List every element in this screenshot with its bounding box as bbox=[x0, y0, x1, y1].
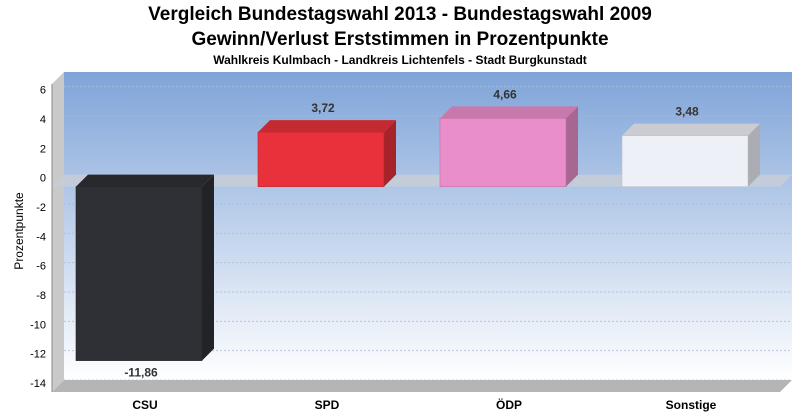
bar-side bbox=[748, 123, 760, 187]
y-tick-label: -2 bbox=[36, 202, 46, 214]
data-label: 3,72 bbox=[311, 101, 335, 115]
y-tick-label: 4 bbox=[40, 114, 46, 126]
y-tick-label: -6 bbox=[36, 261, 46, 273]
zero-line bbox=[52, 174, 792, 187]
bar-top bbox=[440, 106, 578, 119]
chart-title: Vergleich Bundestagswahl 2013 - Bundesta… bbox=[148, 4, 652, 25]
y-tick-label: -4 bbox=[36, 231, 46, 243]
bar-ödp bbox=[439, 106, 578, 187]
y-tick-label: 0 bbox=[40, 173, 46, 185]
plot-floor bbox=[52, 380, 792, 392]
bar-front bbox=[257, 131, 385, 187]
data-label: -11,86 bbox=[124, 366, 158, 380]
bar-side bbox=[566, 106, 578, 187]
x-axis-categories: CSU SPD ÖDP Sonstige bbox=[132, 397, 716, 412]
bars-group: -11,86 3,72 4,66 3,48 bbox=[75, 87, 760, 380]
bar-side bbox=[384, 120, 396, 187]
bar-front bbox=[75, 186, 203, 361]
bar-front bbox=[621, 135, 749, 187]
x-category-label: CSU bbox=[132, 398, 157, 412]
bar-spd bbox=[257, 120, 396, 187]
x-category-label: Sonstige bbox=[666, 398, 717, 412]
x-category-label: ÖDP bbox=[496, 397, 522, 412]
zero-plane bbox=[52, 174, 792, 187]
y-tick-label: -12 bbox=[30, 349, 46, 361]
x-category-label: SPD bbox=[315, 398, 340, 412]
data-label: 4,66 bbox=[493, 87, 517, 101]
y-tick-label: 2 bbox=[40, 143, 46, 155]
chart-region-subtitle: Wahlkreis Kulmbach - Landkreis Lichtenfe… bbox=[213, 53, 587, 67]
bar-csu bbox=[75, 174, 214, 361]
bar-top bbox=[622, 123, 760, 136]
bar-top bbox=[258, 120, 396, 133]
y-axis-ticks: 6 4 2 0 -2 -4 -6 -8 -10 -12 -14 bbox=[30, 85, 46, 390]
bar-top bbox=[76, 174, 214, 187]
data-label: 3,48 bbox=[675, 105, 699, 119]
y-tick-label: -14 bbox=[30, 378, 46, 390]
y-tick-label: -10 bbox=[30, 319, 46, 331]
bar-sonstige bbox=[621, 123, 760, 187]
chart-subtitle: Gewinn/Verlust Erststimmen in Prozentpun… bbox=[191, 29, 609, 50]
y-tick-label: -8 bbox=[36, 290, 46, 302]
bar-side bbox=[202, 174, 214, 361]
plot-side-wall bbox=[52, 72, 64, 392]
bar-front bbox=[439, 118, 567, 187]
y-tick-label: 6 bbox=[40, 85, 46, 97]
y-axis-label: Prozentpunkte bbox=[12, 192, 26, 270]
